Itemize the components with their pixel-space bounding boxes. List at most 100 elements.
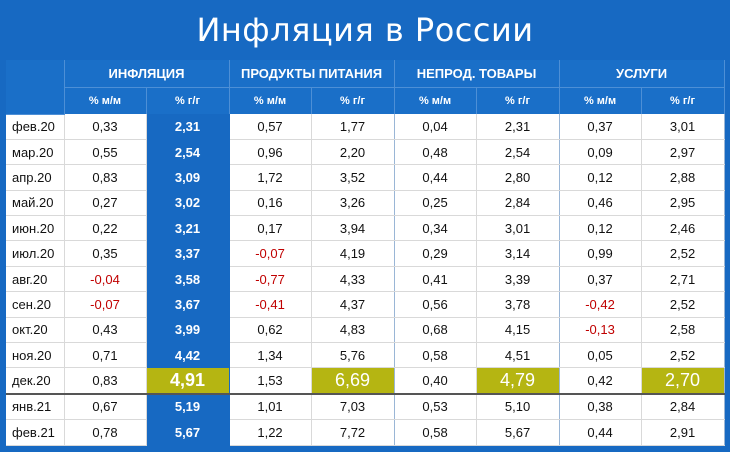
mm-value-cell: 1,53 [229,367,312,395]
month-cell: янв.21 [6,393,65,421]
yy-value-cell: 3,09 [146,164,230,191]
mm-value-cell: 0,37 [559,266,642,293]
yy-value-cell: 3,39 [476,266,560,293]
subheader-mm: % м/м [64,87,147,114]
mm-value-cell: 0,22 [64,215,147,242]
yy-value-cell: 2,54 [146,139,230,166]
yy-value-cell: 4,83 [311,317,395,344]
table-row: фев.20 0,33 2,31 0,57 1,77 0,04 2,31 0,37 3,01 [6,114,725,140]
month-cell: фев.21 [6,419,65,446]
mm-value-cell: 0,58 [394,342,477,369]
table-row: апр.20 0,83 3,09 1,72 3,52 0,44 2,80 0,12 2,88 [6,164,725,191]
month-cell: май.20 [6,190,65,217]
mm-value-cell: 0,78 [64,419,147,446]
month-cell: окт.20 [6,317,65,344]
subheader-row: % м/м % г/г % м/м % г/г % м/м % г/г % м/… [6,87,725,114]
yy-value-cell: 3,67 [146,291,230,318]
mm-value-cell: 0,96 [229,139,312,166]
mm-value-cell: 0,67 [64,393,147,421]
month-cell: июн.20 [6,215,65,242]
mm-value-cell: 0,05 [559,342,642,369]
yy-value-cell: 5,67 [146,419,230,446]
month-cell: дек.20 [6,367,65,395]
yy-value-cell: 3,94 [311,215,395,242]
yy-value-cell: 4,42 [146,342,230,369]
mm-value-cell: 0,12 [559,164,642,191]
mm-value-cell: 0,33 [64,114,147,140]
table-body: фев.20 0,33 2,31 0,57 1,77 0,04 2,31 0,37 3,01 ма… [6,114,725,446]
yy-value-cell: 7,03 [311,393,395,421]
subheader-mm: % м/м [559,87,642,114]
mm-value-cell: 0,62 [229,317,312,344]
mm-value-cell: 0,46 [559,190,642,217]
mm-value-cell: -0,42 [559,291,642,318]
mm-value-cell: 0,58 [394,419,477,446]
subheader-mm: % м/м [229,87,312,114]
mm-value-cell: 0,53 [394,393,477,421]
mm-value-cell: 0,34 [394,215,477,242]
group-header-row: ИНФЛЯЦИЯ ПРОДУКТЫ ПИТАНИЯ НЕПРОД. ТОВАРЫ… [6,60,725,115]
mm-value-cell: -0,77 [229,266,312,293]
mm-value-cell: 0,17 [229,215,312,242]
yy-value-cell: 2,95 [641,190,725,217]
group-header-food: ПРОДУКТЫ ПИТАНИЯ [229,60,395,88]
table-row: ноя.20 0,71 4,42 1,34 5,76 0,58 4,51 0,05 2,52 [6,342,725,369]
inflation-table: ИНФЛЯЦИЯ ПРОДУКТЫ ПИТАНИЯ НЕПРОД. ТОВАРЫ… [6,60,725,446]
table-row: окт.20 0,43 3,99 0,62 4,83 0,68 4,15 -0,13 2,58 [6,317,725,344]
subheader-yy: % г/г [641,87,725,114]
yy-value-cell: 4,33 [311,266,395,293]
month-cell: июл.20 [6,240,65,267]
yy-value-cell: 4,37 [311,291,395,318]
yy-value-cell: 4,51 [476,342,560,369]
table-row: авг.20 -0,04 3,58 -0,77 4,33 0,41 3,39 0,37 2,71 [6,266,725,293]
mm-value-cell: -0,41 [229,291,312,318]
yy-value-cell: 4,19 [311,240,395,267]
yy-value-cell: 2,88 [641,164,725,191]
yy-value-cell: 5,19 [146,393,230,421]
mm-value-cell: 0,41 [394,266,477,293]
yy-value-cell: 2,54 [476,139,560,166]
yy-value-cell: 2,58 [641,317,725,344]
table-row: сен.20 -0,07 3,67 -0,41 4,37 0,56 3,78 -0,42 2,5… [6,291,725,318]
month-cell: сен.20 [6,291,65,318]
mm-value-cell: 0,83 [64,367,147,395]
mm-value-cell: 1,01 [229,393,312,421]
mm-value-cell: -0,13 [559,317,642,344]
table-row: фев.21 0,78 5,67 1,22 7,72 0,58 5,67 0,44 2,91 [6,419,725,446]
mm-value-cell: 0,42 [559,367,642,395]
month-cell: авг.20 [6,266,65,293]
yy-value-cell: 2,31 [476,114,560,140]
yy-value-cell: 2,97 [641,139,725,166]
subheader-yy: % г/г [476,87,560,114]
table-container: ИНФЛЯЦИЯ ПРОДУКТЫ ПИТАНИЯ НЕПРОД. ТОВАРЫ… [6,60,725,446]
yy-value-cell: 1,77 [311,114,395,140]
mm-value-cell: 0,25 [394,190,477,217]
chart-title: Инфляция в России [196,11,534,49]
mm-value-cell: 0,38 [559,393,642,421]
mm-value-cell: 0,55 [64,139,147,166]
yy-value-cell: 2,84 [641,393,725,421]
mm-value-cell: 0,40 [394,367,477,395]
yy-value-cell: 4,15 [476,317,560,344]
mm-value-cell: 0,37 [559,114,642,140]
yy-value-cell: 5,10 [476,393,560,421]
mm-value-cell: 1,72 [229,164,312,191]
peak-value-cell: 4,91 [146,367,230,395]
table-row: мар.20 0,55 2,54 0,96 2,20 0,48 2,54 0,09 2,97 [6,139,725,166]
mm-value-cell: 0,44 [559,419,642,446]
mm-value-cell: 0,27 [64,190,147,217]
mm-value-cell: 0,04 [394,114,477,140]
mm-value-cell: 0,56 [394,291,477,318]
mm-value-cell: 1,22 [229,419,312,446]
group-header-inflation: ИНФЛЯЦИЯ [64,60,230,88]
month-cell: мар.20 [6,139,65,166]
yy-value-cell: 2,46 [641,215,725,242]
mm-value-cell: 0,29 [394,240,477,267]
month-cell: апр.20 [6,164,65,191]
yy-value-cell: 2,52 [641,291,725,318]
table-row: июл.20 0,35 3,37 -0,07 4,19 0,29 3,14 0,99 2,52 [6,240,725,267]
mm-value-cell: 0,09 [559,139,642,166]
corner-cell [6,60,65,115]
mm-value-cell: 0,71 [64,342,147,369]
